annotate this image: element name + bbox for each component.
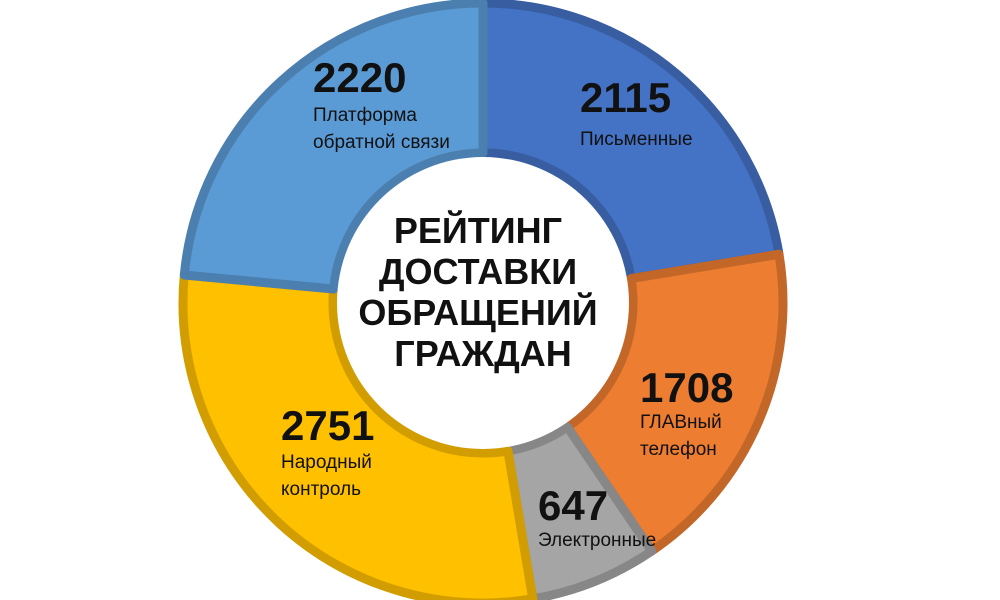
slice-label-4-line-1: Народный — [281, 452, 372, 473]
slice-label-1-line-1: Письменные — [580, 129, 693, 150]
slice-label-4-line-2: контроль — [281, 479, 361, 500]
slice-value-4: 2751 — [281, 402, 374, 449]
donut-slice-2 — [562, 249, 788, 556]
slice-label-5-line-2: обратной связи — [313, 132, 450, 153]
chart-title: РЕЙТИНГ ДОСТАВКИ ОБРАЩЕНИЙ ГРАЖДАН — [358, 209, 607, 374]
slice-value-5: 2220 — [313, 54, 406, 101]
donut-hole — [337, 157, 629, 449]
slice-label-2-line-2: телефон — [640, 439, 717, 460]
slice-label-5-line-1: Платформа — [313, 105, 417, 126]
slice-value-3: 647 — [538, 482, 608, 529]
donut-slice-1 — [478, 0, 784, 284]
chart-title-line-1: РЕЙТИНГ — [394, 209, 562, 251]
chart-title-line-2: ДОСТАВКИ — [379, 251, 577, 292]
slice-label-3-line-1: Электронные — [538, 530, 656, 551]
chart-title-line-3: ОБРАЩЕНИЙ — [358, 291, 597, 333]
slice-value-2: 1708 — [640, 364, 733, 411]
donut-slice-4 — [178, 270, 538, 600]
chart-title-line-4: ГРАЖДАН — [394, 333, 571, 374]
donut-slice-5 — [179, 0, 488, 294]
slice-label-2-line-1: ГЛАВный — [640, 412, 722, 433]
slice-value-1: 2115 — [580, 74, 671, 121]
donut-segments — [178, 0, 788, 600]
